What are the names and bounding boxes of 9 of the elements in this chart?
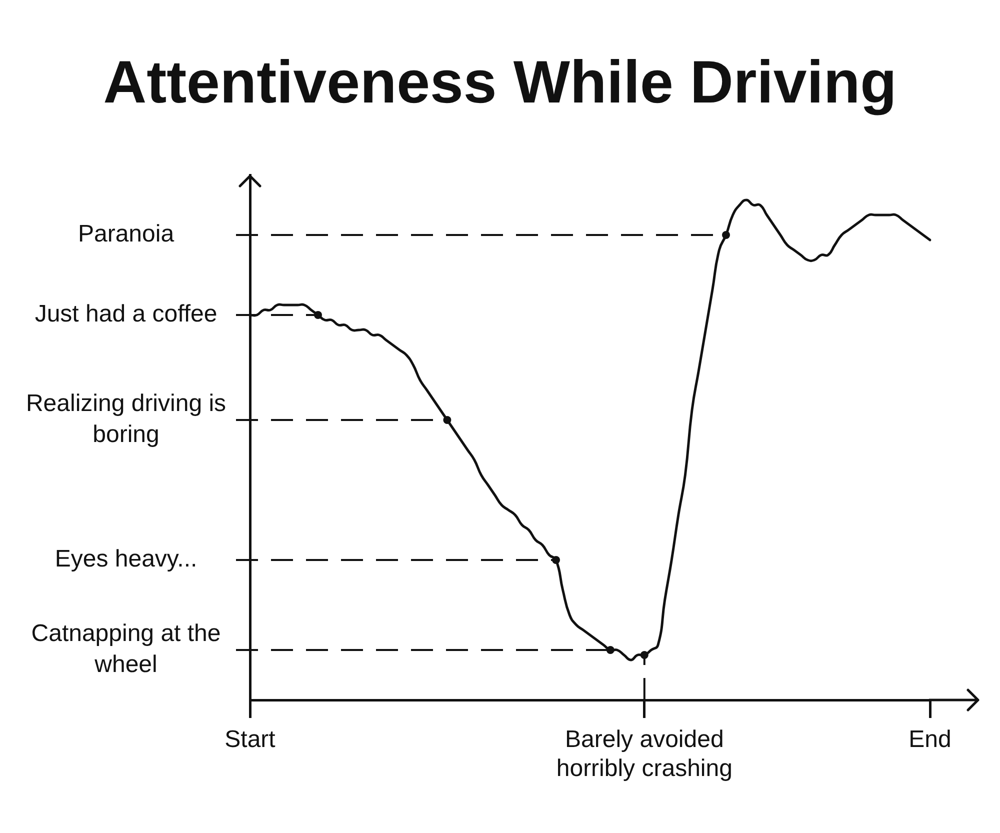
ref-line-label: Eyes heavy... — [54, 546, 198, 573]
x-tick-label: End — [908, 726, 952, 754]
x-tick-label: Barely avoided horribly crashing — [556, 726, 732, 782]
chart-title: Attentiveness While Driving — [103, 48, 897, 116]
x-tick-label: Start — [224, 726, 276, 754]
ref-line-label: Paranoia — [78, 220, 175, 248]
ref-line-label: Just had a coffee — [34, 300, 218, 328]
ref-line-label: Catnapping at the wheel — [31, 620, 221, 678]
ref-line-label: Realizing driving is boring — [26, 390, 226, 448]
